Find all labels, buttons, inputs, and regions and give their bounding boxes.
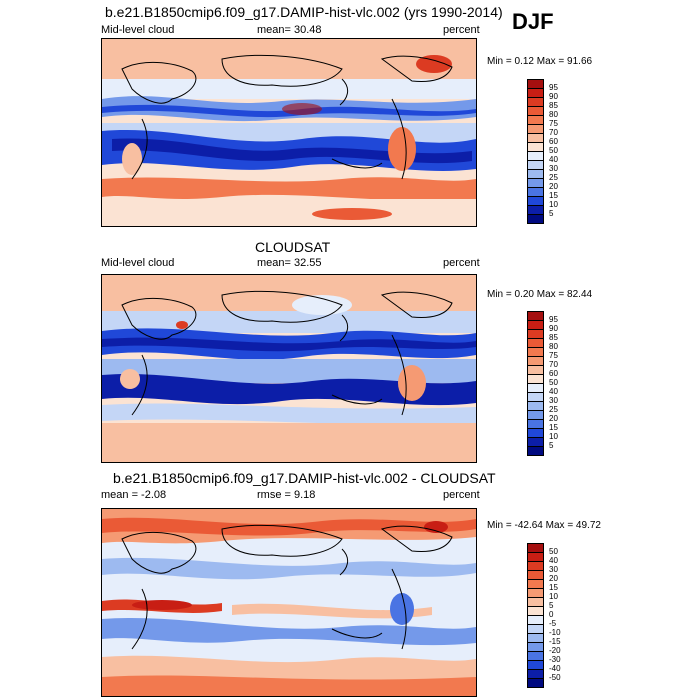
colorbar-label: 40: [549, 556, 558, 565]
colorbar-label: 40: [549, 155, 558, 164]
colorbar-label: 85: [549, 101, 558, 110]
colorbar-label: 70: [549, 128, 558, 137]
panel-3-colorbar: 50 40 30 20 15 10 5 0 -5 -10 -15 -20 -30 -40 -50: [527, 543, 567, 689]
colorbar-label: 95: [549, 315, 558, 324]
panel-1-colorbar: 95 90 85 80 75 70 60 50 40 30 25 20 15 10 5: [527, 79, 567, 225]
colorbar-label: -30: [549, 655, 561, 664]
colorbar-label: -10: [549, 628, 561, 637]
panel-2-units-label: percent: [443, 257, 480, 269]
colorbar-label: 50: [549, 146, 558, 155]
panel-1-minmax: Min = 0.12 Max = 91.66: [487, 56, 593, 67]
colorbar-label: 15: [549, 191, 558, 200]
panel-3-rmse-label: rmse = 9.18: [257, 489, 316, 501]
panel-1-map-field: [102, 39, 476, 226]
panel-3-title: b.e21.B1850cmip6.f09_g17.DAMIP-hist-vlc.…: [113, 470, 496, 486]
colorbar-label: 80: [549, 342, 558, 351]
panel-1-units-label: percent: [443, 24, 480, 36]
panel-2-variable-label: Mid-level cloud: [101, 257, 175, 269]
colorbar-label: 5: [549, 441, 554, 450]
colorbar-label: 95: [549, 83, 558, 92]
colorbar-label: 20: [549, 182, 558, 191]
colorbar-label: 20: [549, 414, 558, 423]
colorbar-swatch: [527, 214, 544, 224]
colorbar-label: 10: [549, 432, 558, 441]
colorbar-label: -15: [549, 637, 561, 646]
colorbar-label: 75: [549, 351, 558, 360]
colorbar-label: -20: [549, 646, 561, 655]
panel-3-units-label: percent: [443, 489, 480, 501]
colorbar-swatch: [527, 678, 544, 688]
colorbar-label: -5: [549, 619, 557, 628]
colorbar-label: 20: [549, 574, 558, 583]
panel-2-map-field: [102, 275, 476, 462]
colorbar-label: 75: [549, 119, 558, 128]
colorbar-label: 80: [549, 110, 558, 119]
colorbar-label: 50: [549, 547, 558, 556]
colorbar-label: 10: [549, 200, 558, 209]
panel-1-map: [101, 38, 477, 227]
panel-3-map: [101, 508, 477, 697]
colorbar-label: 30: [549, 164, 558, 173]
colorbar-label: 90: [549, 324, 558, 333]
colorbar-label: 70: [549, 360, 558, 369]
panel-1-variable-label: Mid-level cloud: [101, 24, 175, 36]
panel-3-map-field: [102, 509, 476, 696]
colorbar-label: 5: [549, 601, 554, 610]
colorbar-label: 30: [549, 565, 558, 574]
colorbar-label: 60: [549, 369, 558, 378]
colorbar-label: 0: [549, 610, 554, 619]
colorbar-label: 10: [549, 592, 558, 601]
colorbar-label: 90: [549, 92, 558, 101]
colorbar-label: 25: [549, 405, 558, 414]
colorbar-label: 40: [549, 387, 558, 396]
season-label: DJF: [512, 9, 554, 34]
colorbar-label: 25: [549, 173, 558, 182]
colorbar-label: 15: [549, 423, 558, 432]
colorbar-label: -50: [549, 673, 561, 682]
colorbar-label: 30: [549, 396, 558, 405]
colorbar-label: 60: [549, 137, 558, 146]
panel-1-mean-label: mean= 30.48: [257, 24, 322, 36]
colorbar-swatch: [527, 446, 544, 456]
colorbar-label: 85: [549, 333, 558, 342]
colorbar-label: 15: [549, 583, 558, 592]
panel-3-mean-label: mean = -2.08: [101, 489, 167, 501]
colorbar-label: 50: [549, 378, 558, 387]
panel-2-map: [101, 274, 477, 463]
panel-3-minmax: Min = -42.64 Max = 49.72: [487, 520, 601, 531]
colorbar-label: -40: [549, 664, 561, 673]
panel-2-minmax: Min = 0.20 Max = 82.44: [487, 289, 593, 300]
panel-2-title: CLOUDSAT: [255, 239, 331, 255]
colorbar-label: 5: [549, 209, 554, 218]
panel-2-mean-label: mean= 32.55: [257, 257, 322, 269]
panel-1-title: b.e21.B1850cmip6.f09_g17.DAMIP-hist-vlc.…: [105, 4, 503, 20]
panel-2-colorbar: 95 90 85 80 75 70 60 50 40 30 25 20 15 10 5: [527, 311, 567, 457]
